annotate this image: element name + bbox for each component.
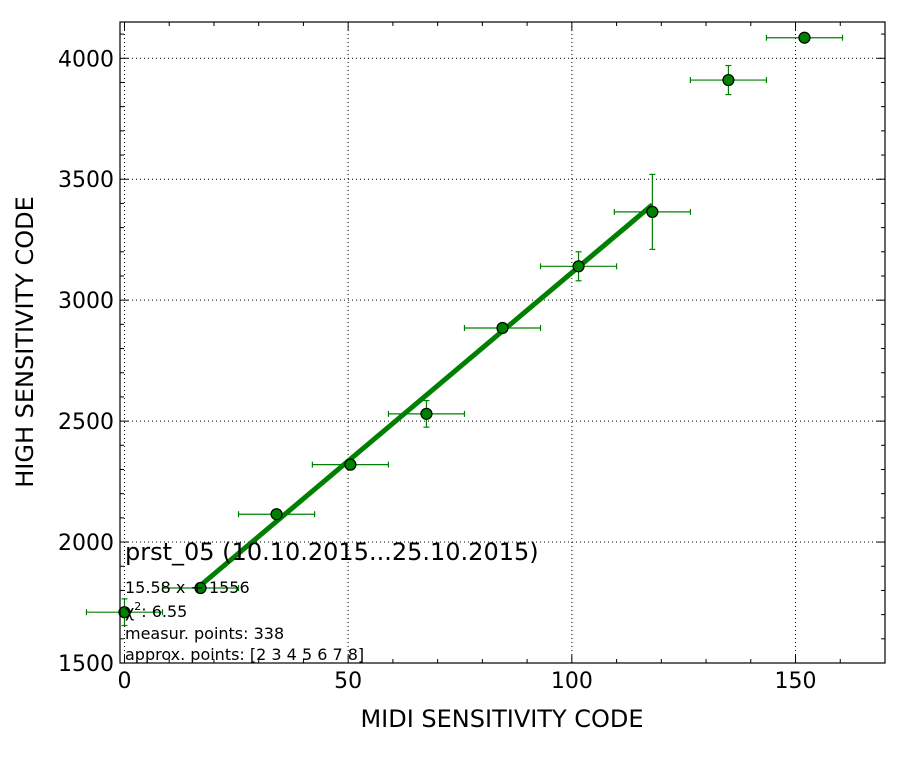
data-point	[118, 606, 131, 619]
x-tick-labels: 0 50 100 150	[117, 669, 816, 694]
y-tick-label: 3500	[58, 168, 114, 193]
y-tick-labels: 1500 2000 2500 3000 3500 4000	[58, 47, 114, 677]
data-point	[572, 260, 585, 273]
fit-line	[198, 202, 654, 588]
y-tick-label: 2500	[58, 410, 114, 435]
chi-symbol: χ	[125, 602, 134, 621]
annotation-title: prst_05 (10.10.2015...25.10.2015)	[125, 538, 539, 566]
fit-layer	[198, 202, 654, 588]
data-point	[646, 205, 659, 218]
data-point	[270, 508, 283, 521]
x-tick-label: 50	[334, 669, 362, 694]
y-tick-label: 2000	[58, 531, 114, 556]
data-point	[344, 458, 357, 471]
point-layer	[118, 31, 811, 619]
measur-points-label: measur. points: 338	[125, 624, 284, 643]
data-point	[194, 581, 207, 595]
x-tick-label: 0	[117, 669, 131, 694]
data-point	[798, 31, 811, 44]
y-axis-title: HIGH SENSITIVITY CODE	[11, 196, 39, 488]
plot-frame	[119, 21, 886, 664]
approx-points-label: approx. points: [2 3 4 5 6 7 8]	[125, 645, 364, 664]
major-ticks	[120, 22, 885, 664]
chi-superscript: 2	[134, 600, 141, 613]
y-tick-label: 4000	[58, 47, 114, 72]
minor-ticks	[120, 22, 885, 663]
x-tick-label: 100	[551, 669, 593, 694]
annotation-box: prst_05 (10.10.2015...25.10.2015) 15.58 …	[125, 538, 539, 664]
data-point	[496, 321, 509, 335]
data-point	[722, 73, 735, 87]
y-tick-label: 1500	[58, 652, 114, 677]
x-axis-title: MIDI SENSITIVITY CODE	[360, 705, 643, 733]
fit-equation: 15.58 x + 1556	[125, 578, 250, 597]
x-tick-label: 150	[775, 669, 817, 694]
chi-squared-label: χ2: 6.55	[125, 600, 187, 621]
grid-lines	[120, 22, 885, 663]
data-point	[420, 407, 433, 420]
y-tick-label: 3000	[58, 289, 114, 314]
errorbar-layer	[85, 34, 844, 627]
chi-value: : 6.55	[141, 602, 187, 621]
